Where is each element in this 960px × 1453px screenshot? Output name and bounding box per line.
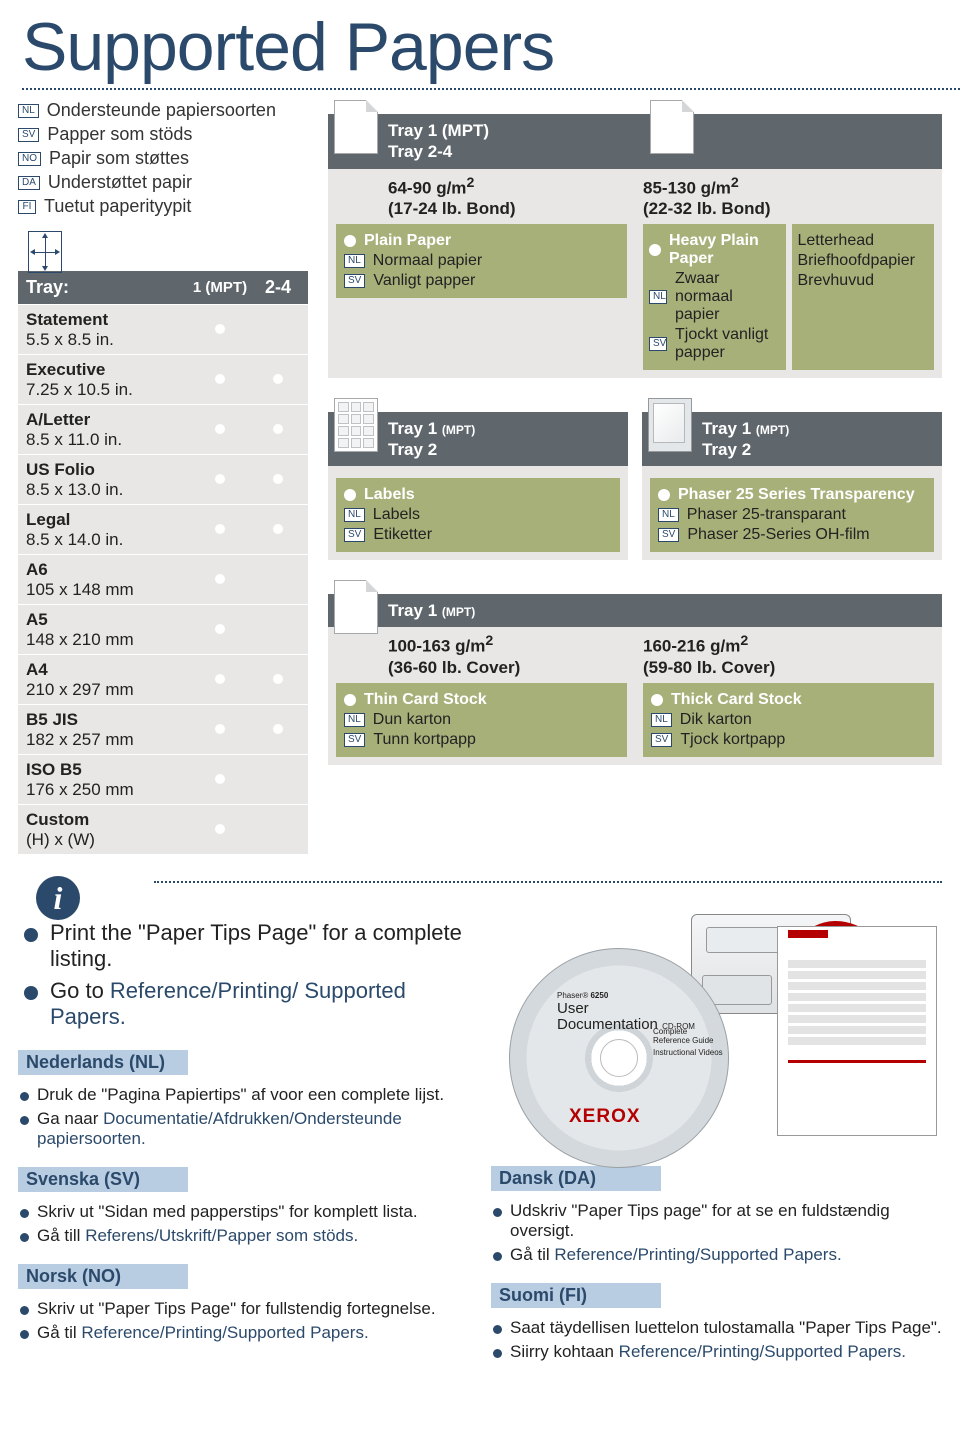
english-instructions: Print the "Paper Tips Page" for a comple…: [18, 920, 469, 1030]
paper-type: Heavy Plain Paper NLZwaar normaal papier…: [643, 224, 786, 370]
table-row: Legal8.5 x 14.0 in.: [18, 504, 308, 554]
supported-dot: [215, 774, 225, 784]
cd-label: Phaser® 6250 User Documentation CD-ROM C…: [557, 992, 723, 1058]
supported-dot: [273, 674, 283, 684]
table-row: A5148 x 210 mm: [18, 604, 308, 654]
instruction-list: Udskriv "Paper Tips page" for at se en f…: [491, 1201, 942, 1265]
supported-dot: [215, 724, 225, 734]
table-row: Custom(H) x (W): [18, 804, 308, 854]
plain-paper-card: Tray 1 (MPT) Tray 2-4 64-90 g/m2(17-24 l…: [328, 114, 942, 378]
lang-tag: SV: [18, 128, 39, 142]
supported-dot: [215, 674, 225, 684]
paper-type: Thick Card Stock NLDik karton SVTjock ko…: [643, 683, 934, 757]
labels-icon: [334, 398, 378, 452]
col-tray24: 2-4: [256, 277, 300, 298]
paper-type: Letterhead Briefhoofdpapier Brevhuvud: [792, 224, 935, 370]
supported-dot: [273, 724, 283, 734]
instruction-list: Druk de "Pagina Papiertips" af voor een …: [18, 1085, 469, 1149]
table-header: Tray: 1 (MPT) 2-4: [18, 271, 308, 304]
xerox-logo: XEROX: [569, 1106, 641, 1128]
supported-dot: [215, 324, 225, 334]
paper-sizes-table: Tray: 1 (MPT) 2-4 Statement5.5 x 8.5 in.…: [18, 271, 308, 854]
supported-dot: [215, 474, 225, 484]
language-heading: Svenska (SV): [18, 1167, 188, 1192]
card-tabs: Tray 1 (MPT) Tray 2-4: [328, 114, 942, 169]
transparency-card: Tray 1 (MPT) Tray 2 Phaser 25 Series Tra…: [642, 412, 942, 561]
supported-dot: [273, 524, 283, 534]
paper-size-icon: [28, 231, 62, 273]
supported-dot: [215, 624, 225, 634]
lang-tag: DA: [18, 176, 40, 190]
weight-range: 85-130 g/m2(22-32 lb. Bond): [643, 175, 934, 220]
cardstock-card: Tray 1 (MPT) 100-163 g/m2(36-60 lb. Cove…: [328, 594, 942, 764]
supported-dot: [273, 474, 283, 484]
language-heading: Dansk (DA): [491, 1166, 661, 1191]
table-row: A6105 x 148 mm: [18, 554, 308, 604]
paper-type: Plain Paper NLNormaal papier SVVanligt p…: [336, 224, 627, 298]
tray-label: Tray:: [26, 277, 184, 298]
instruction-list: Skriv ut "Sidan med papperstips" for kom…: [18, 1202, 469, 1246]
table-row: Executive7.25 x 10.5 in.: [18, 354, 308, 404]
page-title: Supported Papers: [0, 0, 960, 86]
supported-dot: [215, 524, 225, 534]
paper-icon: [334, 100, 378, 154]
table-row: ISO B5176 x 250 mm: [18, 754, 308, 804]
lang-tag: FI: [18, 200, 36, 214]
table-row: B5 JIS182 x 257 mm: [18, 704, 308, 754]
paper-type: Thin Card Stock NLDun karton SVTunn kort…: [336, 683, 627, 757]
table-row: A/Letter8.5 x 11.0 in.: [18, 404, 308, 454]
divider: [22, 88, 960, 90]
translation-text: Papper som stöds: [47, 124, 192, 145]
translation-text: Ondersteunde papiersoorten: [47, 100, 276, 121]
supported-dot: [215, 824, 225, 834]
language-heading: Norsk (NO): [18, 1264, 188, 1289]
title-translations: NL Ondersteunde papiersoorten SV Papper som…: [18, 100, 308, 217]
weight-range: 100-163 g/m2(36-60 lb. Cover): [388, 633, 627, 678]
lang-tag: NO: [18, 152, 41, 166]
weight-range: 64-90 g/m2(17-24 lb. Bond): [388, 175, 627, 220]
translation-text: Papir som støttes: [49, 148, 189, 169]
labels-card: Tray 1 (MPT) Tray 2 Labels NLLabels SVEt…: [328, 412, 628, 561]
instruction-list: Saat täydellisen luettelon tulostamalla …: [491, 1318, 942, 1362]
weight-range: 160-216 g/m2(59-80 lb. Cover): [643, 633, 934, 678]
lang-tag: NL: [18, 104, 39, 118]
supported-dot: [215, 374, 225, 384]
paper-type: Labels NLLabels SVEtiketter: [336, 478, 620, 552]
instruction-list: Skriv ut "Paper Tips Page" for fullstend…: [18, 1299, 469, 1343]
paper-icon: [650, 100, 694, 154]
language-heading: Nederlands (NL): [18, 1050, 188, 1075]
col-tray1: 1 (MPT): [184, 279, 256, 296]
language-heading: Suomi (FI): [491, 1283, 661, 1308]
supported-dot: [215, 574, 225, 584]
supported-dot: [273, 374, 283, 384]
paper-type: Phaser 25 Series Transparency NLPhaser 2…: [650, 478, 934, 552]
documentation-graphic: Phaser® 6250 User Documentation CD-ROM C…: [491, 914, 942, 1144]
table-row: A4210 x 297 mm: [18, 654, 308, 704]
translation-text: Tuetut paperityypit: [44, 196, 191, 217]
sample-page-icon: [777, 926, 937, 1136]
translation-text: Understøttet papir: [48, 172, 192, 193]
paper-icon: [334, 580, 378, 634]
supported-dot: [215, 424, 225, 434]
supported-dot: [273, 424, 283, 434]
card-tabs: Tray 1 (MPT): [328, 594, 942, 627]
table-row: Statement5.5 x 8.5 in.: [18, 304, 308, 354]
table-row: US Folio8.5 x 13.0 in.: [18, 454, 308, 504]
transparency-icon: [648, 398, 692, 452]
